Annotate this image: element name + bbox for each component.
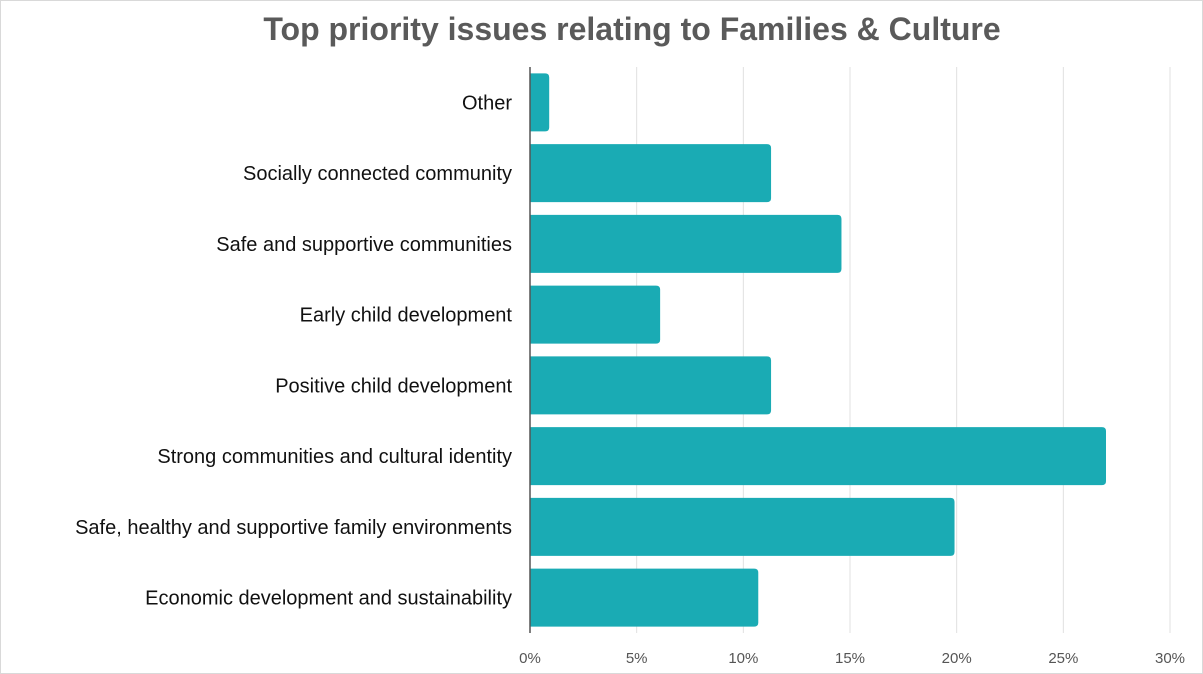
category-label: Safe and supportive communities bbox=[216, 234, 512, 256]
bar bbox=[530, 497, 955, 556]
category-label: Positive child development bbox=[275, 375, 512, 397]
bar bbox=[530, 214, 842, 273]
category-label: Safe, healthy and supportive family envi… bbox=[75, 517, 512, 539]
chart-title: Top priority issues relating to Families… bbox=[263, 11, 1000, 47]
x-tick-label: 10% bbox=[728, 650, 758, 667]
x-tick-label: 25% bbox=[1048, 650, 1078, 667]
bar bbox=[530, 356, 772, 415]
x-tick-label: 5% bbox=[626, 650, 648, 667]
x-tick-label: 15% bbox=[835, 650, 865, 667]
bar bbox=[530, 73, 550, 132]
bar bbox=[530, 144, 772, 203]
x-tick-label: 20% bbox=[942, 650, 972, 667]
x-tick-label: 30% bbox=[1155, 650, 1185, 667]
bar bbox=[530, 568, 759, 627]
x-tick-label: 0% bbox=[519, 650, 541, 667]
category-labels: Other Socially connected community Safe an… bbox=[75, 92, 512, 609]
bar bbox=[530, 427, 1106, 486]
bars bbox=[530, 73, 1106, 627]
category-label: Strong communities and cultural identity bbox=[157, 446, 512, 468]
category-label: Other bbox=[462, 92, 512, 114]
category-label: Economic development and sustainability bbox=[145, 588, 512, 610]
bar bbox=[530, 285, 661, 344]
category-label: Early child development bbox=[300, 305, 513, 327]
category-label: Socially connected community bbox=[243, 163, 512, 185]
x-tick-labels: 0% 5% 10% 15% 20% 25% 30% bbox=[519, 650, 1185, 667]
